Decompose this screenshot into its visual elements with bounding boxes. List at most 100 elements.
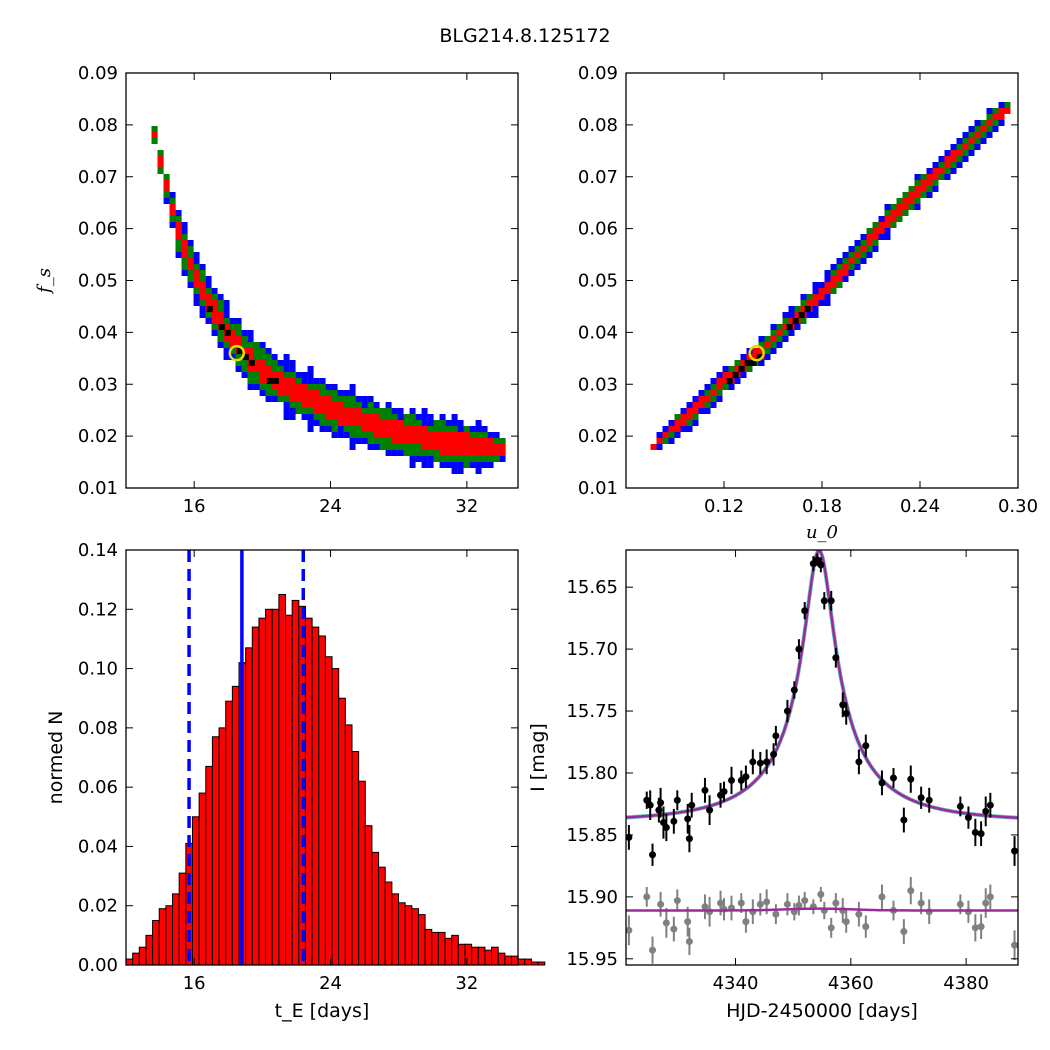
histogram-bar bbox=[258, 617, 267, 966]
histogram-bar bbox=[358, 780, 366, 966]
y-tick-label: 15.70 bbox=[566, 639, 618, 660]
histogram-bar bbox=[524, 958, 532, 966]
residual-point bbox=[783, 900, 791, 908]
confidence-region-inner bbox=[499, 444, 506, 456]
histogram-bar bbox=[398, 902, 406, 966]
y-tick-label: 0.06 bbox=[578, 219, 618, 240]
residual-point bbox=[801, 897, 809, 905]
confidence-region-inner bbox=[1004, 108, 1011, 114]
confidence-region-inner bbox=[668, 426, 675, 432]
confidence-region-inner bbox=[403, 426, 410, 444]
histogram-bar bbox=[338, 697, 346, 966]
y-tick-label: 0.14 bbox=[78, 540, 118, 561]
x-tick-label: 0.30 bbox=[998, 496, 1038, 517]
panel-fs-vs-u0: 0.12 0.18 0.24 0.30 0.01 0.02 0.03 0.04 0.05 0.06… bbox=[578, 63, 1038, 543]
confidence-region-inner bbox=[950, 150, 957, 162]
y-tick-label: 15.85 bbox=[566, 825, 618, 846]
confidence-region-inner bbox=[385, 420, 392, 438]
data-point bbox=[817, 561, 825, 569]
confidence-region-inner bbox=[908, 192, 915, 204]
histogram-bar bbox=[251, 626, 260, 966]
confidence-region-inner bbox=[680, 414, 687, 426]
confidence-region-inner bbox=[938, 168, 945, 174]
histogram-bar bbox=[364, 825, 373, 966]
confidence-region-inner bbox=[830, 276, 837, 288]
data-point bbox=[790, 686, 798, 694]
y-tick-label: 15.65 bbox=[566, 577, 618, 598]
confidence-region-inner bbox=[373, 414, 380, 438]
model-curve-shadow bbox=[626, 550, 1018, 820]
data-point bbox=[670, 817, 678, 825]
confidence-region-inner bbox=[902, 198, 909, 210]
y-tick-label: 0.06 bbox=[78, 219, 118, 240]
y-tick-label: 0.04 bbox=[78, 322, 118, 343]
confidence-region-inner bbox=[770, 336, 777, 342]
confidence-region-inner bbox=[674, 420, 681, 432]
residual-point bbox=[701, 903, 709, 911]
confidence-region-inner bbox=[818, 288, 825, 300]
residual-point bbox=[907, 887, 915, 895]
confidence-region-core bbox=[792, 318, 799, 324]
histogram-bar bbox=[291, 599, 300, 966]
data-point bbox=[878, 779, 886, 787]
histogram-bar bbox=[285, 614, 293, 966]
y-tick-label: 0.03 bbox=[78, 374, 118, 395]
data-point bbox=[977, 830, 985, 838]
y-axis-label: I [mag] bbox=[527, 723, 549, 792]
confidence-region-inner bbox=[944, 156, 951, 168]
confidence-region-inner bbox=[704, 396, 711, 402]
confidence-region-core bbox=[738, 366, 745, 372]
confidence-region-inner bbox=[181, 240, 188, 258]
histogram-bar bbox=[198, 792, 207, 966]
residual-baseline-curve bbox=[626, 907, 1018, 912]
residual-point bbox=[717, 899, 725, 907]
confidence-region-inner bbox=[379, 420, 386, 438]
histogram-bar bbox=[311, 626, 320, 966]
residual-point bbox=[832, 899, 840, 907]
y-tick-label: 0.09 bbox=[578, 63, 618, 84]
confidence-region-inner bbox=[884, 216, 891, 228]
histogram-bar bbox=[158, 908, 167, 966]
histogram-bar bbox=[511, 955, 519, 966]
best-fit-marker bbox=[748, 344, 765, 362]
confidence-region-core bbox=[224, 330, 231, 336]
confidence-region-inner bbox=[283, 378, 290, 396]
histogram-bar bbox=[437, 931, 446, 966]
y-tick-label: 0.02 bbox=[78, 426, 118, 447]
data-point bbox=[827, 597, 835, 605]
histogram-bar bbox=[451, 934, 459, 966]
y-axis-label: f_s bbox=[34, 268, 55, 295]
confidence-region-inner bbox=[163, 180, 170, 192]
panel-light-curve: 4340 4360 4380 15.65 15.70 15.75 15.80 15.85 15.… bbox=[527, 549, 1019, 1022]
y-tick-label: 0.10 bbox=[78, 659, 118, 680]
residual-point bbox=[662, 919, 670, 927]
y-tick-label: 0.07 bbox=[578, 167, 618, 188]
data-point bbox=[820, 597, 828, 605]
residual-point bbox=[917, 899, 925, 907]
confidence-region-inner bbox=[307, 390, 314, 408]
confidence-region-inner bbox=[920, 180, 927, 192]
confidence-region-core bbox=[732, 372, 739, 378]
histogram-bar bbox=[324, 656, 333, 966]
data-point bbox=[763, 758, 771, 766]
confidence-region-inner bbox=[782, 324, 789, 330]
data-point bbox=[1011, 847, 1018, 855]
histogram-bar bbox=[378, 866, 386, 966]
x-tick-label: 16 bbox=[183, 973, 206, 994]
confidence-region-inner bbox=[451, 432, 458, 456]
data-point bbox=[772, 732, 780, 740]
data-point bbox=[701, 786, 709, 794]
confidence-region-inner bbox=[367, 414, 374, 432]
confidence-region-core bbox=[242, 354, 249, 360]
histogram-bar bbox=[132, 952, 140, 966]
confidence-region-inner bbox=[169, 204, 176, 216]
confidence-region-core bbox=[272, 378, 279, 384]
x-tick-label: 0.18 bbox=[802, 496, 842, 517]
data-point bbox=[917, 794, 925, 802]
confidence-region-inner bbox=[235, 336, 242, 354]
histogram-bar bbox=[431, 931, 439, 966]
confidence-region-inner bbox=[812, 294, 819, 306]
x-tick-label: 24 bbox=[319, 496, 342, 517]
data-point bbox=[646, 801, 654, 809]
histogram-bar bbox=[245, 647, 253, 966]
